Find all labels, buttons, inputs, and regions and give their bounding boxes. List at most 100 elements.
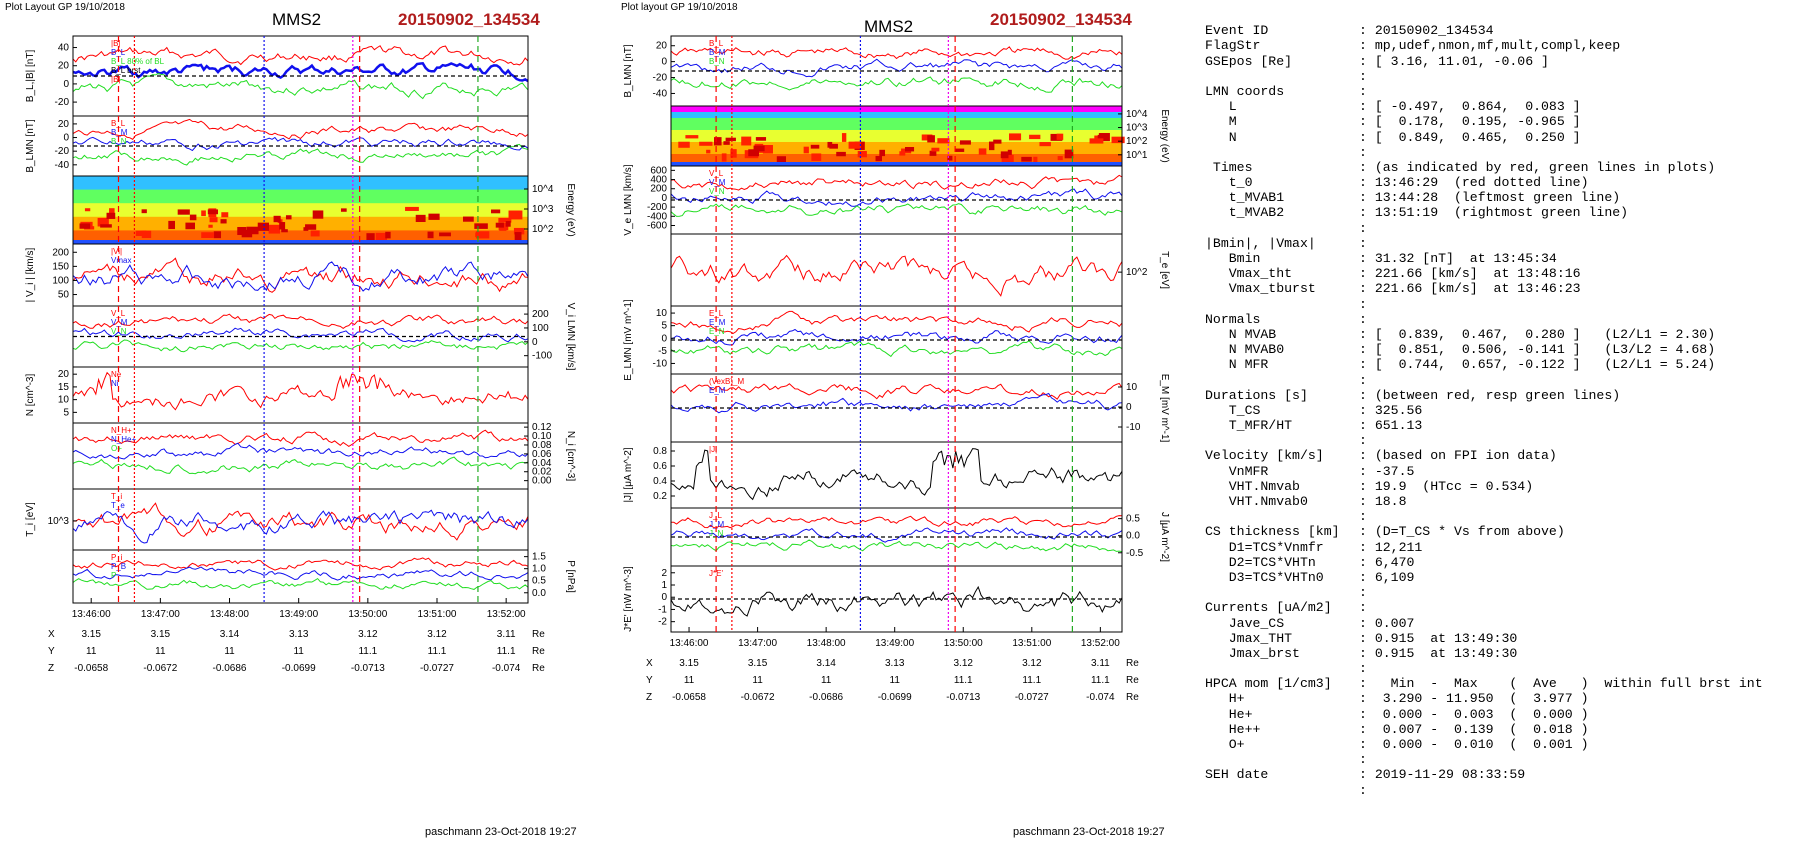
- summary-key: O+: [1205, 737, 1245, 752]
- summary-value: :: [1359, 311, 1367, 327]
- y-tick-label: 0: [1126, 402, 1132, 413]
- legend-entry: P_i: [111, 553, 123, 562]
- summary-key: LMN coords: [1205, 83, 1285, 99]
- legend-entry: B_L: [111, 48, 126, 57]
- summary-row: t_0 : 13:46:29 (red dotted line): [1205, 175, 1763, 190]
- y-tick-label: 0.00: [532, 476, 552, 487]
- x-tick-label: 13:51:00: [1012, 638, 1051, 649]
- position-value: -0.074: [1086, 692, 1115, 703]
- position-value: 3.12: [358, 629, 378, 640]
- summary-key: t_0: [1205, 175, 1253, 191]
- spectrogram-band: [73, 182, 528, 191]
- position-value: -0.0699: [878, 692, 912, 703]
- summary-row: :: [1205, 145, 1763, 160]
- plot-right-header: Plot layout GP 19/10/2018: [621, 2, 738, 13]
- panel-frame: [72, 488, 529, 551]
- spectrogram-patch: [706, 149, 711, 154]
- plot-left-spacecraft: MMS2: [272, 10, 321, 29]
- summary-value: :: [1359, 600, 1367, 616]
- summary-value: : 31.32 [nT] at 13:45:34: [1359, 251, 1557, 266]
- summary-value: : -37.5: [1359, 463, 1415, 479]
- series-line: [72, 45, 529, 66]
- y-tick-label: -10: [653, 358, 668, 369]
- position-value: 11.1: [497, 646, 516, 657]
- position-row-label: Y: [48, 646, 55, 657]
- spectrogram-band: [671, 148, 1122, 155]
- legend-entry: B_L brst: [111, 66, 141, 75]
- summary-value: : (as indicated by red, green lines in p…: [1359, 159, 1716, 175]
- summary-key: Times: [1205, 159, 1253, 175]
- plot-left-time-axis: 13:46:00 13:47:00 13:48:00 13:49:00 13:50:00…: [48, 598, 545, 674]
- summary-value: : [ 0.839, 0.467, 0.280 ] (L2/L1 = 2.30): [1359, 326, 1716, 342]
- spectrogram-patch: [177, 209, 190, 215]
- x-tick-label: 13:46:00: [670, 638, 709, 649]
- panel-jlmn: J_LJ_MJ_N 0.5 0.0 -0.5 J [μA m^-2]: [670, 507, 1170, 567]
- spectrogram-patch: [312, 210, 324, 219]
- y-tick-label: 150: [52, 261, 69, 272]
- position-value: 3.15: [151, 629, 171, 640]
- y-axis-label: B_L,|B| [nT]: [25, 50, 36, 103]
- spectrogram-patch: [959, 140, 971, 145]
- spectrogram-patch: [931, 147, 940, 152]
- summary-key: Vmax_tht: [1205, 266, 1293, 282]
- summary-row: T_CS: 325.56: [1205, 403, 1763, 418]
- y-tick-label: -100: [532, 351, 552, 362]
- summary-value: : [ 0.744, 0.657, -0.122 ] (L2/L1 = 5.24…: [1359, 357, 1716, 373]
- spectrogram-patch: [303, 227, 309, 231]
- series-line: [72, 456, 529, 475]
- spectrogram-patch: [366, 233, 375, 241]
- summary-key: D3=TCS*VHTn0: [1205, 569, 1324, 585]
- summary-row: HPCA mom [1/cm3]: Min - Max ( Ave ) with…: [1205, 676, 1763, 691]
- spectrogram-patch: [678, 141, 690, 148]
- series-line: [72, 143, 529, 166]
- legend-entry: |J|: [709, 445, 717, 454]
- summary-row: LMN coords:: [1205, 84, 1763, 99]
- spectrogram-patch: [201, 210, 206, 217]
- series-line: [72, 339, 529, 353]
- spectrogram-patch: [168, 220, 176, 230]
- y-tick-label: 10: [58, 395, 70, 406]
- position-value: 3.14: [816, 658, 836, 669]
- summary-row: VHT.Nmvab0: 18.8: [1205, 494, 1763, 509]
- position-row-label: Y: [646, 675, 653, 686]
- panel-ti: T_iT_e 10^3 T_i [eV]: [25, 488, 529, 551]
- panel-bl: |B|B_LB_L 80% of BLB_L brst|B|40200-20B_…: [25, 35, 529, 117]
- summary-value: : 13:46:29 (red dotted line): [1359, 175, 1589, 191]
- y-tick-label: 5: [661, 321, 667, 332]
- summary-key: GSEpos [Re]: [1205, 53, 1293, 69]
- summary-row: T_MFR/HT: 651.13: [1205, 418, 1763, 433]
- spectrogram-band: [671, 154, 1122, 161]
- series-line: [670, 310, 1123, 335]
- y-tick-label: 10^3: [1126, 123, 1148, 134]
- panel-frame: [670, 565, 1123, 633]
- y-axis-label: |J| [μA m^-2]: [623, 447, 634, 502]
- spectrogram-patch: [685, 135, 699, 139]
- y-axis-label: | V_i | [km/s]: [25, 247, 36, 302]
- spectrogram-patch: [1094, 135, 1100, 141]
- summary-value: : [ 0.178, 0.195, -0.965 ]: [1359, 114, 1581, 130]
- summary-key: HPCA mom [1/cm3]: [1205, 676, 1332, 692]
- spectrogram-band: [73, 230, 528, 238]
- x-tick-label: 13:52:00: [1081, 638, 1120, 649]
- summary-key: Currents [uA/m2]: [1205, 600, 1332, 616]
- position-value: 3.12: [427, 629, 447, 640]
- y-tick-label: 10^4: [1126, 109, 1148, 120]
- spectrogram-patch: [1009, 133, 1022, 141]
- position-value: 11.1: [954, 675, 973, 686]
- spectrogram-patch: [937, 138, 950, 144]
- spectrogram-patch: [375, 232, 388, 240]
- panel-em: (VexB)_ME_M 10 0 -10 E_M [mV m^-1]: [670, 373, 1170, 443]
- summary-value: : 221.66 [km/s] at 13:46:23: [1359, 281, 1581, 297]
- summary-row: D3=TCS*VHTn0: 6,109: [1205, 570, 1763, 585]
- summary-row: N MVAB0: [ 0.851, 0.506, -0.141 ] (L3/L2…: [1205, 342, 1763, 357]
- y-tick-label: 40: [58, 43, 70, 54]
- series-line: [670, 515, 1123, 529]
- y-tick-label: -200: [647, 202, 667, 213]
- summary-row: :: [1205, 661, 1763, 676]
- summary-value: : 651.13: [1359, 418, 1423, 434]
- spectrogram-patch: [721, 153, 727, 162]
- legend-entry: T_e: [111, 501, 125, 510]
- y-tick-label: 0: [661, 592, 667, 603]
